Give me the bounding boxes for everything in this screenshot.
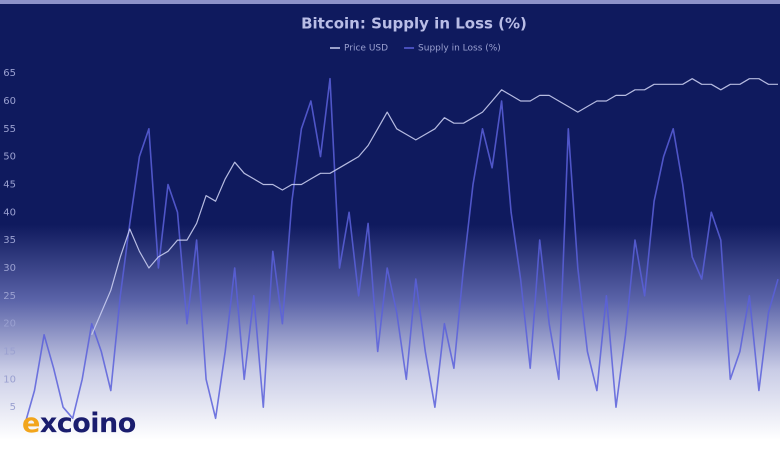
y-tick-label: 25 (3, 291, 16, 302)
series-line (24, 77, 779, 425)
y-tick-label: 55 (3, 124, 16, 135)
y-tick-label: 35 (3, 235, 16, 246)
legend-label: Price USD (344, 44, 388, 54)
y-tick-label: 15 (3, 346, 16, 357)
y-tick-label: 65 (3, 68, 16, 79)
legend-label: Supply in Loss (%) (418, 44, 501, 54)
y-tick-label: 5 (10, 402, 16, 413)
y-tick-label: 10 (3, 374, 16, 385)
chart-title: Bitcoin: Supply in Loss (%) (301, 15, 527, 33)
brand-logo: excoino (22, 408, 136, 439)
series-line (91, 78, 778, 336)
y-tick-label: 40 (3, 207, 16, 218)
y-tick-label: 60 (3, 96, 16, 107)
y-tick-label: 45 (3, 179, 16, 190)
y-tick-label: 20 (3, 319, 16, 330)
y-tick-label: 50 (3, 152, 16, 163)
y-tick-label: 30 (3, 263, 16, 274)
